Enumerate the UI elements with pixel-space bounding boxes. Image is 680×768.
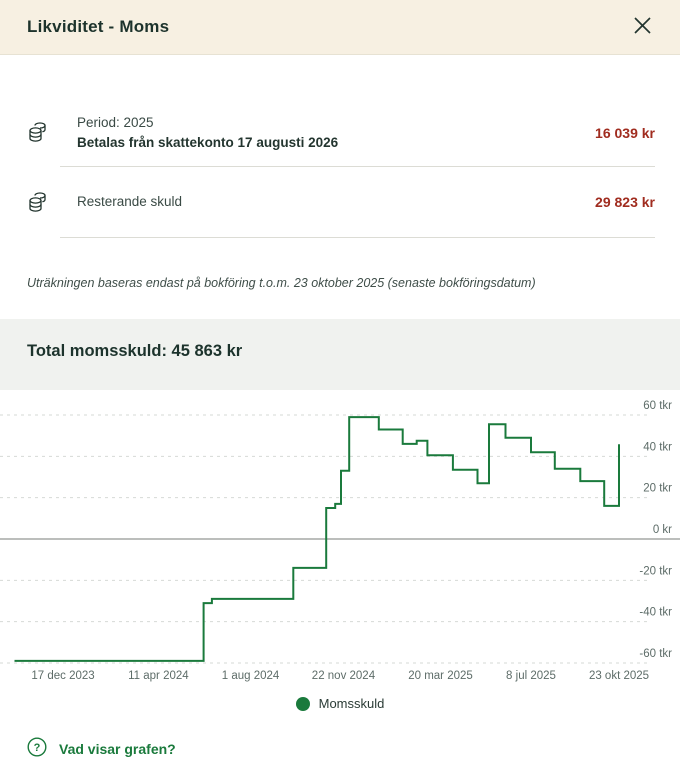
- vat-summary-section: Period: 2025 Betalas från skattekonto 17…: [0, 55, 680, 238]
- svg-text:40 tkr: 40 tkr: [643, 441, 672, 453]
- legend-label: Momsskuld: [318, 696, 385, 711]
- period-label: Period: 2025: [77, 114, 154, 130]
- total-vat-debt-band: Total momsskuld: 45 863 kr: [0, 319, 680, 390]
- chart-legend[interactable]: Momsskuld: [0, 696, 680, 711]
- svg-text:23 okt 2025: 23 okt 2025: [589, 670, 649, 682]
- modal-title: Likviditet - Moms: [27, 17, 170, 36]
- total-vat-debt-title: Total momsskuld: 45 863 kr: [27, 342, 243, 360]
- svg-text:60 tkr: 60 tkr: [643, 400, 672, 412]
- svg-text:20 tkr: 20 tkr: [643, 483, 672, 495]
- remaining-debt-amount: 29 823 kr: [595, 194, 655, 210]
- svg-text:0 kr: 0 kr: [653, 524, 672, 536]
- momsskuld-chart-svg: 60 tkr 40 tkr 20 tkr 0 kr -20 tkr -40 tkr -60 …: [0, 400, 680, 682]
- period-amount: 16 039 kr: [595, 124, 655, 141]
- svg-text:1 aug 2024: 1 aug 2024: [222, 670, 280, 682]
- remaining-debt-label: Resterande skuld: [77, 194, 183, 210]
- svg-text:8 jul 2025: 8 jul 2025: [506, 670, 556, 682]
- svg-text:-40 tkr: -40 tkr: [639, 607, 672, 619]
- svg-text:17 dec 2023: 17 dec 2023: [31, 670, 94, 682]
- divider: [60, 166, 655, 167]
- svg-text:-20 tkr: -20 tkr: [639, 565, 672, 577]
- period-row: Period: 2025 Betalas från skattekonto 17…: [27, 99, 655, 166]
- close-button[interactable]: [628, 13, 656, 41]
- remaining-debt-row: Resterande skuld 29 823 kr: [27, 167, 655, 237]
- svg-text:?: ?: [34, 742, 41, 754]
- what-does-graph-show-link[interactable]: ? Vad visar grafen?: [27, 737, 176, 760]
- bookkeeping-note: Uträkningen baseras endast på bokföring …: [27, 276, 536, 290]
- question-circle-icon: ?: [27, 737, 47, 760]
- svg-text:22 nov 2024: 22 nov 2024: [312, 670, 376, 682]
- svg-text:20 mar 2025: 20 mar 2025: [408, 670, 473, 682]
- svg-text:11 apr 2024: 11 apr 2024: [128, 670, 189, 682]
- modal-header: Likviditet - Moms: [0, 0, 680, 55]
- period-row-text: Period: 2025 Betalas från skattekonto 17…: [77, 113, 338, 152]
- coins-icon: [27, 121, 49, 144]
- svg-text:-60 tkr: -60 tkr: [639, 648, 672, 660]
- remaining-debt-text: Resterande skuld: [77, 192, 182, 212]
- divider: [60, 237, 655, 238]
- close-icon: [632, 15, 653, 39]
- what-does-graph-show-label: Vad visar grafen?: [59, 740, 176, 757]
- legend-dot-icon: [295, 696, 310, 711]
- momsskuld-chart: 60 tkr 40 tkr 20 tkr 0 kr -20 tkr -40 tkr -60 …: [0, 390, 680, 690]
- coins-icon: [27, 191, 49, 214]
- period-due-date: Betalas från skattekonto 17 augusti 2026: [77, 134, 339, 150]
